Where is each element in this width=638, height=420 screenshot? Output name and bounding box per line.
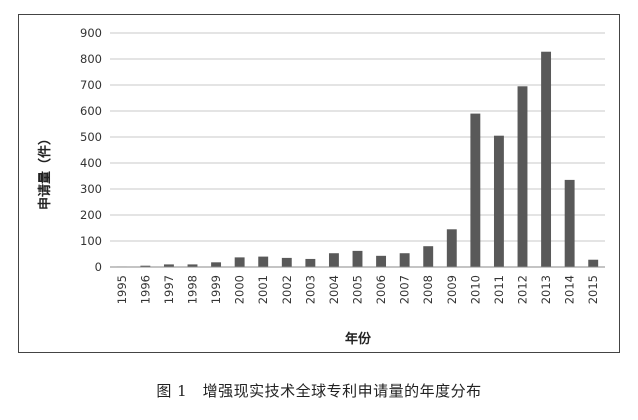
figure-caption: 图 1 增强现实技术全球专利申请量的年度分布 <box>156 382 482 400</box>
x-tick-label: 2004 <box>327 275 341 304</box>
y-tick-label: 600 <box>80 104 102 118</box>
bar-2008 <box>423 246 434 267</box>
bar-1999 <box>211 262 222 267</box>
x-tick-label: 1999 <box>209 275 223 304</box>
y-tick-label: 200 <box>80 208 102 222</box>
bar-2012 <box>517 86 528 267</box>
y-tick-label: 500 <box>80 130 102 144</box>
bar-1998 <box>187 264 198 267</box>
y-tick-label: 900 <box>80 26 102 40</box>
x-tick-label: 1995 <box>115 275 129 304</box>
bar-1996 <box>140 265 151 267</box>
y-tick-label: 700 <box>80 78 102 92</box>
x-tick-label: 2012 <box>516 275 530 304</box>
x-tick-labels: 1995 1996 1997 1998 1999 2000 2001 2002 2003 2004… <box>115 275 600 304</box>
x-tick-label: 1998 <box>186 275 200 304</box>
y-tick-labels: 0 100 200 300 400 500 600 700 800 900 <box>80 26 102 274</box>
bar-2006 <box>376 255 387 267</box>
y-tick-label: 100 <box>80 234 102 248</box>
y-tick-label: 800 <box>80 52 102 66</box>
x-axis-title: 年份 <box>345 331 372 347</box>
chart-frame: 0 100 200 300 400 500 600 700 800 900 1995 1996 199… <box>18 14 620 353</box>
x-tick-label: 2013 <box>539 275 553 304</box>
bar-2003 <box>305 258 316 267</box>
bar-2001 <box>258 256 269 267</box>
x-tick-label: 1996 <box>138 275 152 304</box>
bar-2013 <box>541 51 552 267</box>
bar-2014 <box>564 179 575 267</box>
bar-2009 <box>446 229 457 267</box>
x-tick-label: 1997 <box>162 275 176 304</box>
bar-2015 <box>588 259 599 267</box>
bar-1997 <box>163 264 174 267</box>
x-tick-label: 2008 <box>421 275 435 304</box>
x-tick-label: 2014 <box>563 275 577 304</box>
bar-2000 <box>234 257 245 267</box>
x-tick-label: 2001 <box>256 275 270 304</box>
y-tick-label: 400 <box>80 156 102 170</box>
x-tick-label: 2000 <box>233 275 247 304</box>
x-tick-label: 2011 <box>492 275 506 304</box>
bar-2011 <box>493 135 504 267</box>
bar-2004 <box>328 253 339 267</box>
y-axis-title: 申请量（件） <box>37 132 53 210</box>
bar-2007 <box>399 253 410 267</box>
bar-2002 <box>281 257 292 267</box>
x-tick-label: 2010 <box>468 275 482 304</box>
gridlines <box>110 32 605 242</box>
bar-2010 <box>470 113 481 267</box>
x-tick-label: 2003 <box>303 275 317 304</box>
bar-2005 <box>352 250 363 267</box>
x-tick-label: 2005 <box>351 275 365 304</box>
x-tick-label: 2009 <box>445 275 459 304</box>
x-tick-label: 2002 <box>280 275 294 304</box>
x-tick-label: 2007 <box>398 275 412 304</box>
y-tick-label: 300 <box>80 182 102 196</box>
bars <box>116 51 599 267</box>
x-tick-label: 2015 <box>586 275 600 304</box>
y-tick-label: 0 <box>95 260 102 274</box>
x-tick-label: 2006 <box>374 275 388 304</box>
